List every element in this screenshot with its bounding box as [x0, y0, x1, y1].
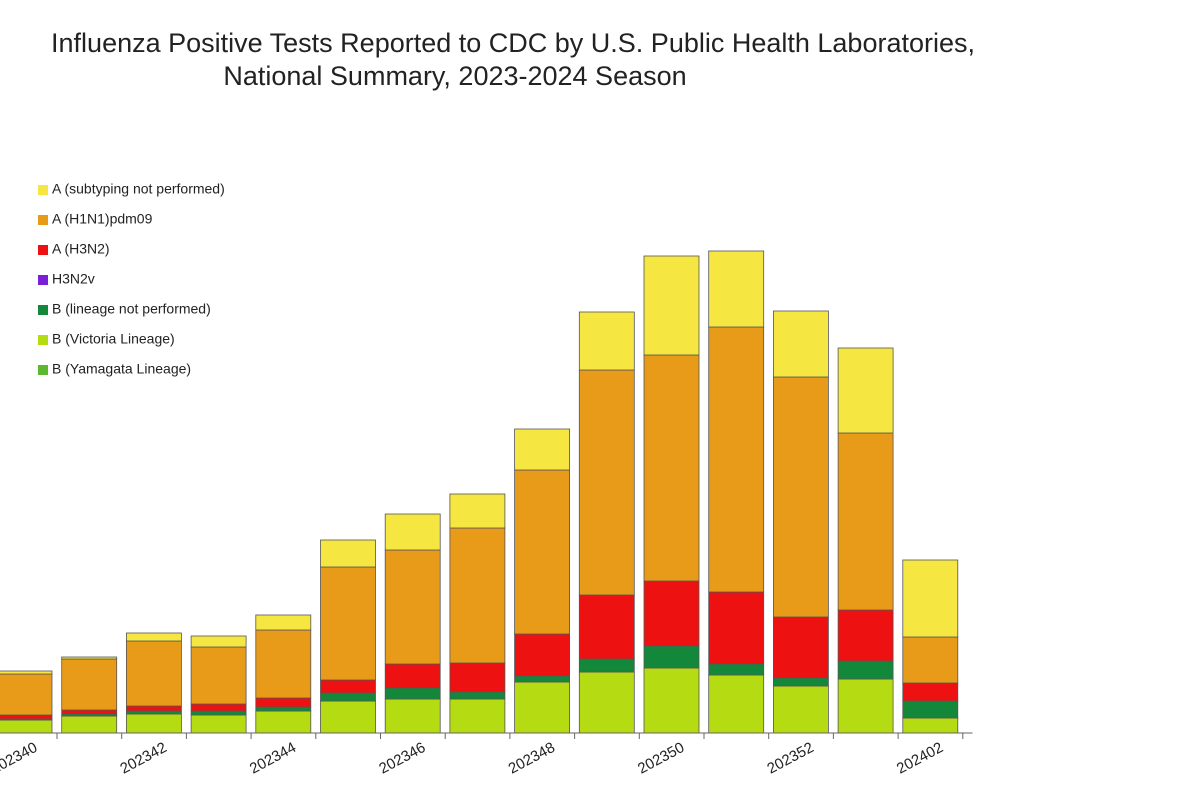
- bar-segment: [255, 629, 312, 699]
- bar-segment: [514, 428, 570, 471]
- x-tick-label: 202352: [764, 739, 816, 778]
- bar-segment: [643, 255, 700, 356]
- bar-segment: [514, 633, 570, 677]
- legend-swatch: [38, 275, 48, 285]
- bar-segment: [384, 698, 441, 734]
- legend-label: B (Yamagata Lineage): [52, 361, 191, 377]
- bar-segment: [61, 658, 118, 711]
- bar-segment: [708, 674, 765, 734]
- legend-label: H3N2v: [52, 271, 95, 287]
- legend-swatch: [38, 215, 48, 225]
- legend-label: A (H3N2): [52, 241, 110, 257]
- bar-segment: [902, 636, 959, 684]
- bar-segment: [255, 706, 312, 712]
- bar-segment: [384, 513, 441, 551]
- bar-segment: [61, 656, 118, 660]
- x-tick-label: 202402: [894, 739, 946, 778]
- bar-segment: [902, 682, 959, 702]
- legend-swatch: [38, 185, 48, 195]
- bar-segment: [0, 670, 53, 675]
- bar-segment: [384, 687, 441, 700]
- bar-segment: [126, 710, 182, 715]
- bar-segment: [514, 469, 570, 635]
- bar-segment: [837, 660, 894, 680]
- bar-segment: [708, 326, 765, 593]
- bar-segment: [708, 250, 765, 328]
- bar-segment: [320, 700, 376, 734]
- legend-label: A (H1N1)pdm09: [52, 211, 153, 227]
- chart-title: National Summary, 2023-2024 Season: [223, 61, 686, 91]
- bar-segment: [643, 580, 700, 647]
- bar-segment: [708, 663, 765, 676]
- bar-segment: [708, 591, 765, 665]
- x-tick-label: 202346: [376, 739, 428, 778]
- bar-segment: [449, 698, 506, 734]
- bar-segment: [190, 703, 247, 712]
- bar-segment: [0, 673, 53, 716]
- bar-segment: [514, 675, 570, 683]
- bar-segment: [255, 697, 312, 708]
- bar-segment: [837, 678, 894, 734]
- bar-segment: [773, 685, 829, 734]
- x-tick-label: 202348: [506, 739, 558, 778]
- legend-label: A (subtyping not performed): [52, 181, 225, 197]
- bar-segment: [837, 432, 894, 611]
- x-tick-label: 202350: [635, 739, 687, 778]
- bar-segment: [578, 369, 635, 596]
- bar-segment: [384, 549, 441, 665]
- chart-title: Influenza Positive Tests Reported to CDC…: [51, 28, 975, 58]
- bar-segment: [255, 710, 312, 734]
- bar-segment: [773, 677, 829, 687]
- bar-segment: [190, 710, 247, 716]
- bar-segment: [578, 671, 635, 734]
- bar-segment: [578, 658, 635, 673]
- bar-segment: [449, 527, 506, 664]
- bar-segment: [126, 640, 182, 707]
- bar-segment: [837, 609, 894, 662]
- legend-swatch: [38, 365, 48, 375]
- bar-segment: [61, 709, 118, 715]
- bar-segment: [449, 691, 506, 700]
- bar-segment: [255, 614, 312, 631]
- x-tick-label: 202344: [247, 739, 299, 778]
- legend-swatch: [38, 245, 48, 255]
- bar-segment: [902, 700, 959, 719]
- bar-segment: [320, 566, 376, 681]
- bar-segment: [126, 713, 182, 734]
- bar-segment: [578, 311, 635, 371]
- bar-segment: [902, 559, 959, 638]
- bar-segment: [902, 717, 959, 734]
- bar-segment: [773, 616, 829, 679]
- legend-label: B (Victoria Lineage): [52, 331, 175, 347]
- bar-segment: [190, 635, 247, 648]
- bar-segment: [0, 719, 53, 734]
- bar-segment: [126, 705, 182, 712]
- legend-label: B (lineage not performed): [52, 301, 211, 317]
- bar-segment: [643, 645, 700, 669]
- bar-segment: [190, 646, 247, 705]
- bar-segment: [837, 347, 894, 434]
- bar-segment: [773, 376, 829, 618]
- x-tick-label: 202340: [0, 739, 40, 778]
- bar-segment: [384, 663, 441, 689]
- bar-segment: [61, 715, 118, 734]
- bar-segment: [126, 632, 182, 642]
- bar-segment: [578, 594, 635, 660]
- legend-swatch: [38, 335, 48, 345]
- bar-segment: [0, 714, 53, 720]
- bar-segment: [643, 354, 700, 582]
- bar-segment: [449, 662, 506, 693]
- bar-segment: [320, 692, 376, 702]
- bar-segment: [449, 493, 506, 529]
- x-tick-label: 202342: [117, 739, 169, 778]
- bar-segment: [190, 714, 247, 734]
- bar-segment: [773, 310, 829, 378]
- bar-segment: [643, 667, 700, 734]
- legend-swatch: [38, 305, 48, 315]
- bar-segment: [320, 539, 376, 568]
- bar-segment: [320, 679, 376, 694]
- bar-segment: [514, 681, 570, 734]
